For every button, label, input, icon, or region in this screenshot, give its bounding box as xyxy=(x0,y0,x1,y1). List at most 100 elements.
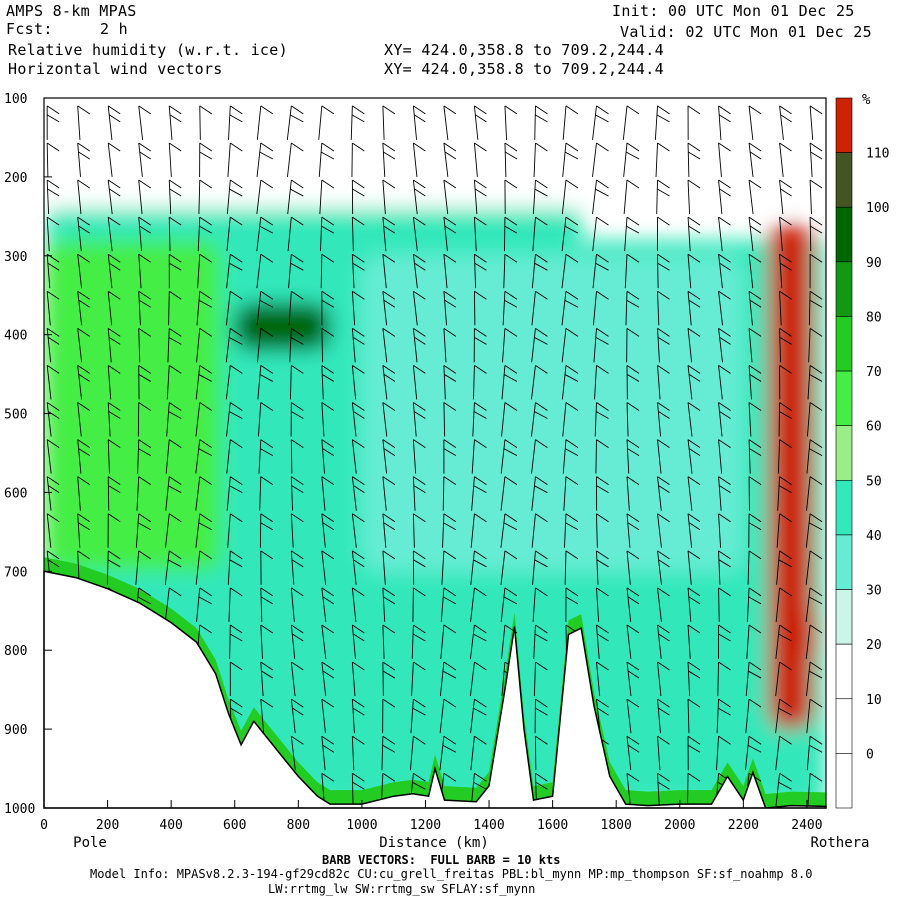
wind-barb-flag xyxy=(534,411,548,419)
wind-barb-flag xyxy=(383,225,396,234)
wind-barb-shaft xyxy=(226,254,231,289)
wind-barb-flag xyxy=(535,327,548,337)
wind-barb-shaft xyxy=(290,587,295,622)
wind-barb-shaft xyxy=(657,736,661,771)
wind-barb-flag xyxy=(352,142,365,152)
wind-barb-shaft xyxy=(256,179,262,215)
wind-barb-flag xyxy=(443,216,457,226)
wind-barb-flag xyxy=(565,513,579,523)
wind-barb-flag xyxy=(626,225,640,234)
wind-barb-flag xyxy=(413,402,426,411)
wind-barb-flag xyxy=(748,402,762,411)
y-tick-label: 800 xyxy=(4,644,27,659)
wind-barb-flag xyxy=(138,290,151,300)
wind-barb-flag xyxy=(230,253,243,263)
wind-barb-flag xyxy=(626,661,640,671)
wind-barb-flag xyxy=(626,299,640,308)
wind-barb-flag xyxy=(443,522,457,531)
wind-barb-shaft xyxy=(351,624,356,660)
wind-barb-shaft xyxy=(107,179,113,215)
wind-barb-flag xyxy=(748,624,762,634)
wind-barb-flag xyxy=(291,253,304,263)
wind-barb-flag xyxy=(748,253,762,263)
wind-barb-flag xyxy=(290,188,304,197)
wind-barb-flag xyxy=(321,735,335,745)
wind-barb-flag xyxy=(809,476,823,486)
wind-barb-flag xyxy=(626,327,640,337)
wind-barb-flag xyxy=(535,439,548,448)
wind-barb-flag xyxy=(504,476,518,486)
wind-barb-flag xyxy=(779,365,792,374)
wind-barb-shaft xyxy=(809,217,812,252)
wind-barb-flag xyxy=(444,151,457,160)
wind-barb-flag xyxy=(108,411,121,419)
wind-barb-shaft xyxy=(351,587,357,622)
wind-barb-shaft xyxy=(77,513,81,548)
wind-barb-flag xyxy=(687,587,701,597)
wind-barb-flag xyxy=(778,559,792,568)
wind-barb-shaft xyxy=(351,699,355,734)
wind-barb-shaft xyxy=(77,439,82,474)
wind-barb-shaft xyxy=(718,254,723,289)
wind-barb-shaft xyxy=(594,365,597,400)
wind-barb-shaft xyxy=(563,476,567,511)
wind-barb-flag xyxy=(199,142,213,152)
wind-barb-shaft xyxy=(592,291,597,326)
wind-barb-flag xyxy=(474,327,487,337)
wind-barb-flag xyxy=(473,411,487,419)
wind-barb-flag xyxy=(719,114,731,123)
wind-barb-shaft xyxy=(656,180,658,215)
wind-barb-flag xyxy=(138,476,151,486)
wind-barb-flag xyxy=(229,188,243,197)
x-end-label-left: Pole xyxy=(73,835,107,851)
wind-barb-flag xyxy=(718,476,731,486)
rh-region-0 xyxy=(44,98,826,209)
wind-barb-flag xyxy=(382,365,396,374)
wind-barb-shaft xyxy=(533,142,536,177)
wind-barb-flag xyxy=(596,559,609,568)
wind-barb-flag xyxy=(748,522,762,531)
wind-barb-shaft xyxy=(746,587,750,622)
wind-barb-shaft xyxy=(779,217,783,252)
wind-barb-flag xyxy=(321,105,335,115)
wind-barb-flag xyxy=(443,772,457,782)
wind-barb-flag xyxy=(321,290,335,300)
wind-barb-flag xyxy=(657,439,670,448)
wind-barb-flag xyxy=(687,735,701,745)
wind-barb-flag xyxy=(260,216,274,226)
wind-barb-flag xyxy=(718,216,731,226)
wind-barb-flag xyxy=(595,262,609,271)
wind-barb-flag xyxy=(230,327,243,337)
wind-barb-flag xyxy=(291,365,304,374)
wind-barb-shaft xyxy=(287,142,292,178)
wind-barb-shaft xyxy=(260,662,264,697)
x-tick-label: 600 xyxy=(223,818,246,833)
colorbar-segment xyxy=(835,316,853,372)
wind-barb-flag xyxy=(687,253,701,263)
wind-barb-shaft xyxy=(470,699,475,734)
wind-barb-flag xyxy=(352,735,365,745)
wind-barb-shaft xyxy=(624,217,628,252)
y-tick-label: 1000 xyxy=(4,802,35,817)
wind-barb-shaft xyxy=(779,105,784,140)
wind-barb-flag xyxy=(658,633,670,642)
wind-barb-shaft xyxy=(776,513,781,548)
wind-barb-flag xyxy=(748,216,762,226)
wind-barb-flag xyxy=(535,216,548,226)
wind-barb-flag xyxy=(46,550,60,560)
wind-barb-flag xyxy=(413,476,426,486)
wind-barb-flag xyxy=(107,142,121,152)
wind-barb-shaft xyxy=(779,328,781,363)
wind-barb-shaft xyxy=(500,587,506,622)
wind-barb-flag xyxy=(535,707,548,716)
wind-barb-shaft xyxy=(286,105,292,140)
wind-barb-flag xyxy=(809,587,823,597)
wind-barb-flag xyxy=(78,299,90,308)
wind-barb-shaft xyxy=(626,699,632,734)
wind-barb-shaft xyxy=(351,402,357,437)
wind-barb-shaft xyxy=(290,699,296,734)
wind-barb-flag xyxy=(169,262,182,271)
wind-barb-shaft xyxy=(805,513,811,548)
wind-barb-shaft xyxy=(107,291,113,326)
